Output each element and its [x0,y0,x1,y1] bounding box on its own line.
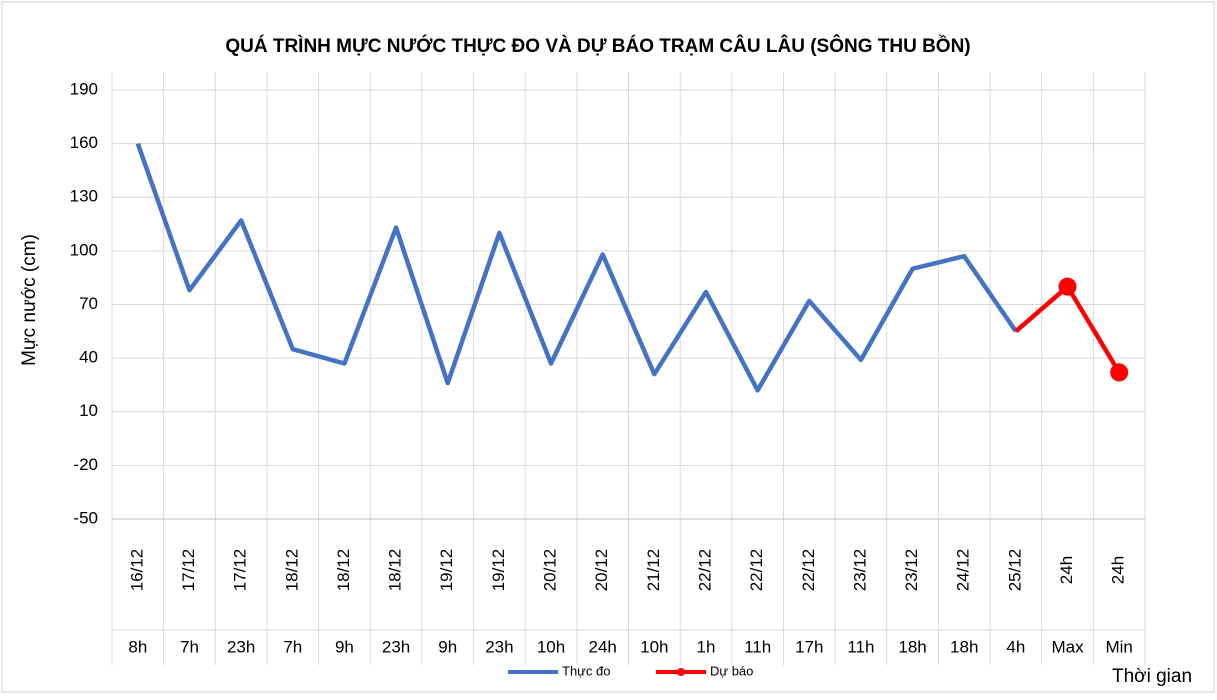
x-tick-label: 25/12 [1005,549,1024,592]
x-tick-sublabel: 10h [640,637,668,656]
legend-label: Dự báo [710,663,753,678]
x-axis-label: Thời gian [1112,666,1192,687]
x-tick-label: 24/12 [954,549,973,592]
legend-label: Thực đo [562,663,610,678]
x-tick-sublabel: 9h [438,637,457,656]
x-tick-label: 24h [1057,556,1076,584]
series-marker [1110,363,1129,382]
x-tick-sublabel: 11h [744,637,771,656]
x-tick-sublabel: Max [1051,637,1084,656]
x-tick-sublabel: Min [1105,637,1132,656]
x-tick-label: 17/12 [231,549,250,592]
x-tick-sublabel: 10h [537,637,565,656]
y-tick-label: 70 [79,294,98,313]
x-tick-label: 21/12 [644,549,663,592]
x-tick-label: 20/12 [541,549,560,592]
x-tick-sublabel: 8h [128,637,147,656]
y-tick-label: 10 [79,401,98,420]
y-tick-label: -50 [73,508,98,527]
x-tick-label: 17/12 [179,549,198,592]
x-tick-label: 20/12 [592,549,611,592]
x-tick-label: 18/12 [386,549,405,592]
x-tick-label: 24h [1109,556,1128,584]
chart-title: QUÁ TRÌNH MỰC NƯỚC THỰC ĐO VÀ DỰ BÁO TRẠ… [225,35,970,57]
x-tick-label: 23/12 [850,549,869,592]
x-tick-sublabel: 23h [382,637,410,656]
y-tick-label: -20 [73,455,98,474]
x-tick-label: 23/12 [902,549,921,592]
y-tick-label: 160 [70,133,98,152]
x-tick-sublabel: 24h [588,637,616,656]
x-tick-label: 18/12 [334,549,353,592]
x-tick-sublabel: 18h [950,637,978,656]
x-tick-sublabel: 7h [283,637,302,656]
series-marker [1058,277,1077,296]
y-axis-label: Mực nước (cm) [19,234,40,366]
x-tick-label: 16/12 [127,549,146,592]
x-tick-sublabel: 23h [485,637,513,656]
x-tick-label: 19/12 [489,549,508,592]
x-tick-sublabel: 17h [795,637,823,656]
y-tick-label: 130 [70,187,98,206]
x-tick-sublabel: 7h [180,637,199,656]
series-line [135,142,1018,393]
x-tick-sublabel: 11h [847,637,874,656]
x-tick-sublabel: 9h [335,637,354,656]
x-tick-sublabel: 18h [898,637,926,656]
y-tick-label: 100 [70,240,98,259]
x-tick-label: 22/12 [799,549,818,592]
x-tick-label: 19/12 [437,549,456,592]
x-tick-sublabel: 23h [227,637,255,656]
x-tick-sublabel: 1h [697,637,716,656]
y-tick-label: 40 [79,348,98,367]
x-tick-label: 22/12 [695,549,714,592]
x-tick-label: 22/12 [747,549,766,592]
x-tick-sublabel: 4h [1006,637,1025,656]
y-tick-label: 190 [70,79,98,98]
legend-marker [677,668,685,676]
x-tick-label: 18/12 [282,549,301,592]
